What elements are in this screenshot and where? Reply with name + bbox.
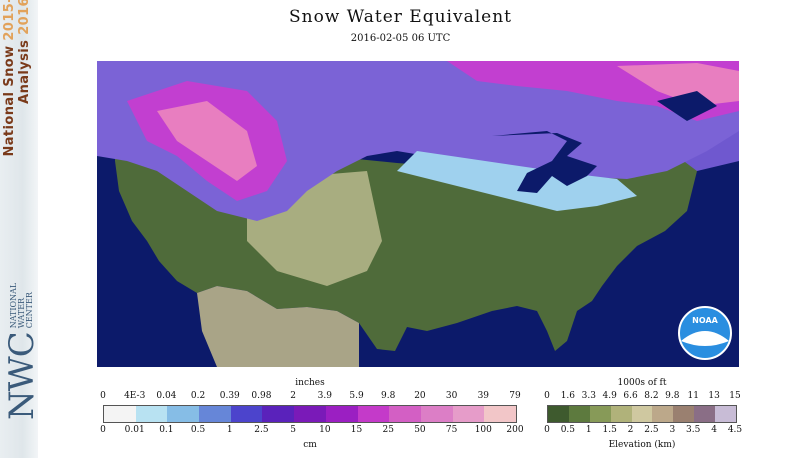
elevation-top-tick-label: 8.2: [644, 391, 659, 401]
elevation-bottom-tick-label: 1.5: [602, 425, 617, 435]
elevation-bottom-tick-label: 4: [711, 425, 717, 435]
swe-top-tick-label: 9.8: [381, 391, 396, 401]
swe-top-tick-label: 4E-3: [124, 391, 146, 401]
datetime-label: 2016-02-05 06 UTC: [350, 33, 451, 44]
elevation-swatch: [631, 406, 654, 422]
elevation-color-bar: [547, 405, 737, 423]
swe-bottom-tick-label: 75: [445, 425, 458, 435]
swe-top-tick-label: 39: [477, 391, 490, 401]
elevation-top-tick-label: 6.6: [623, 391, 638, 401]
elevation-top-tick-label: 3.3: [581, 391, 596, 401]
sidebar-title-line2: Analysis: [17, 39, 32, 104]
elevation-swatch: [673, 406, 696, 422]
swe-top-tick-label: 0: [100, 391, 106, 401]
swe-swatch: [484, 406, 516, 422]
elevation-top-tick-label: 11: [687, 391, 699, 401]
sidebar-title: National Snow 2015- Analysis 2016: [2, 0, 38, 207]
swe-bottom-tick-label: 10: [319, 425, 331, 435]
nwc-logo: NWC NATIONAL WATER CENTER: [2, 283, 38, 420]
swe-top-tick-label: 79: [509, 391, 521, 401]
swe-bottom-tick-label: 100: [474, 425, 492, 435]
swe-legend: inches 0 4E-3 0.04 0.2 0.39 0.98 2 3.9 5.9 9.8 20 3…: [90, 378, 530, 458]
map-great-lakes: [492, 131, 597, 193]
elevation-bottom-tick-label: 3.5: [686, 425, 701, 435]
swe-top-tick-label: 0.98: [251, 391, 272, 401]
elevation-top-tick-label: 15: [729, 391, 741, 401]
elevation-top-tick-label: 0: [544, 391, 550, 401]
swe-top-tick-label: 0.04: [156, 391, 177, 401]
swe-swatch: [167, 406, 201, 422]
swe-top-tick-label: 20: [414, 391, 426, 401]
swe-top-tick-label: 3.9: [317, 391, 333, 401]
elevation-top-tick-label: 1.6: [560, 391, 576, 401]
noaa-logo-text: NOAA: [692, 316, 718, 325]
elevation-top-tick-label: 9.8: [665, 391, 680, 401]
elevation-swatch: [652, 406, 675, 422]
elevation-top-tick-label: 4.9: [602, 391, 617, 401]
elevation-swatch: [610, 406, 633, 422]
swe-swatch: [230, 406, 264, 422]
map-snow-deep-west: [157, 101, 257, 181]
swe-bottom-tick-label: 5: [290, 425, 297, 435]
elevation-swatch: [589, 406, 612, 422]
swe-bottom-tick-label: 0.5: [190, 425, 206, 435]
sidebar-banner: National Snow 2015- Analysis 2016 NWC NA…: [0, 0, 38, 458]
noaa-logo-gull: [681, 331, 729, 346]
swe-bottom-tick-label: 50: [414, 425, 426, 435]
map-mexico: [197, 286, 359, 367]
swe-top-tick-label: 5.9: [349, 391, 364, 401]
swe-swatch: [135, 406, 169, 422]
snow-map: NOAA: [97, 61, 739, 367]
elevation-bottom-tick-label: 3: [669, 425, 676, 435]
elevation-swatch: [694, 406, 717, 422]
swe-top-tick-label: 0.2: [190, 391, 206, 401]
elevation-legend-ft-unit: 1000s of ft: [617, 378, 667, 388]
nwc-logo-name: NATIONAL WATER CENTER: [9, 282, 34, 329]
swe-swatch: [452, 406, 486, 422]
swe-swatch: [104, 406, 137, 422]
elevation-bottom-tick-label: 0: [544, 425, 550, 435]
elevation-top-tick-label: 13: [708, 391, 720, 401]
nwc-logo-abbr: NWC: [2, 332, 38, 420]
swe-bottom-tick-label: 1: [226, 425, 233, 435]
elevation-bottom-tick-label: 0.5: [560, 425, 576, 435]
swe-bottom-tick-label: 200: [506, 425, 524, 435]
swe-swatch: [357, 406, 391, 422]
swe-bottom-tick-label: 2.5: [254, 425, 269, 435]
swe-swatch: [199, 406, 232, 422]
elevation-bottom-tick-label: 1: [585, 425, 592, 435]
swe-color-bar: [103, 405, 517, 423]
swe-bottom-tick-label: 0: [100, 425, 106, 435]
elevation-legend-km-unit: Elevation (km): [608, 440, 676, 450]
swe-bottom-tick-label: 25: [382, 425, 394, 435]
map-snow-deep-canada: [617, 63, 739, 106]
sidebar-title-line1: National Snow: [2, 45, 17, 157]
map-canada-lake: [657, 91, 717, 121]
swe-top-tick-label: 0.39: [219, 391, 240, 401]
elevation-swatch: [548, 406, 570, 422]
map-snow-light-band: [397, 151, 637, 211]
swe-swatch: [420, 406, 454, 422]
elevation-bottom-tick-label: 2: [627, 425, 634, 435]
page-title: Snow Water Equivalent: [288, 7, 513, 27]
swe-bottom-tick-label: 15: [350, 425, 363, 435]
swe-top-tick-label: 30: [445, 391, 458, 401]
swe-swatch: [325, 406, 359, 422]
swe-bottom-tick-label: 0.01: [124, 425, 145, 435]
swe-swatch: [294, 406, 327, 422]
elevation-swatch: [715, 406, 736, 422]
elevation-bottom-tick-label: 2.5: [644, 425, 659, 435]
swe-legend-inches-unit: inches: [295, 378, 325, 388]
elevation-swatch: [568, 406, 591, 422]
elevation-bottom-tick-label: 4.5: [727, 425, 743, 435]
swe-bottom-tick-label: 0.1: [159, 425, 174, 435]
swe-swatch: [262, 406, 296, 422]
swe-swatch: [389, 406, 422, 422]
swe-top-tick-label: 2: [290, 391, 297, 401]
swe-legend-cm-unit: cm: [303, 440, 317, 450]
